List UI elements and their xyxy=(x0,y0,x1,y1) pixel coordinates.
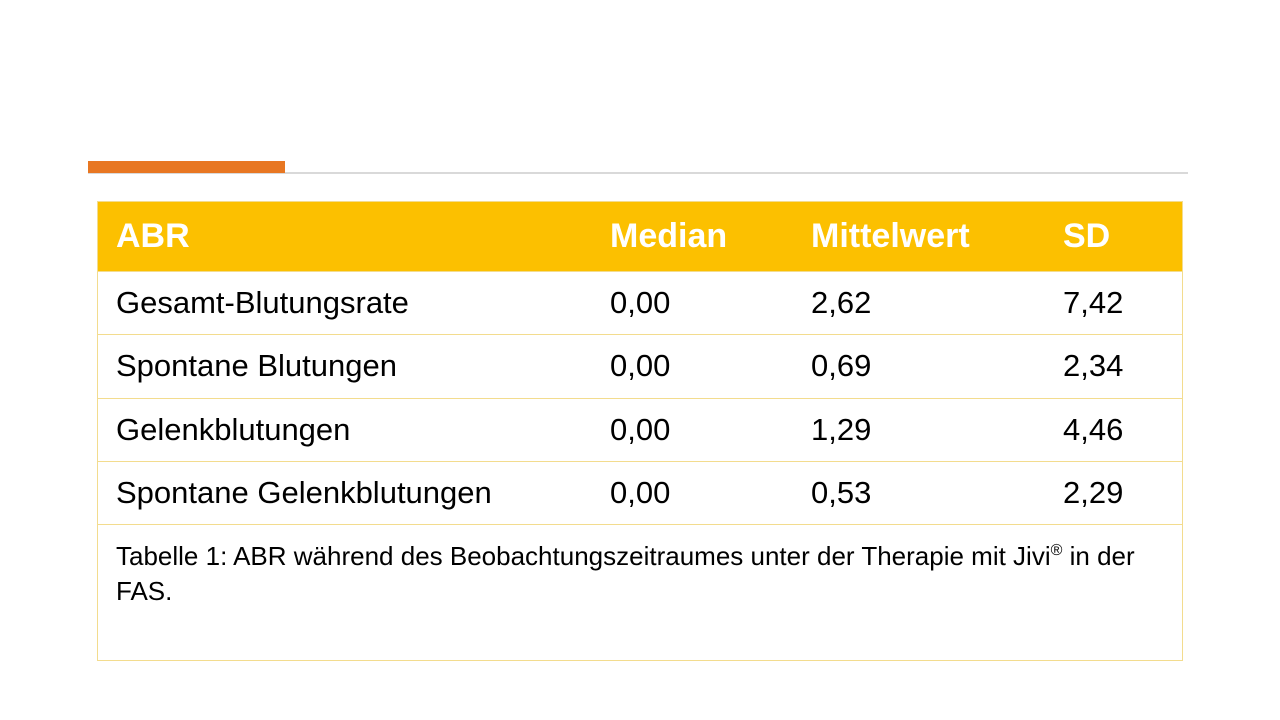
mittelwert-value: 1,29 xyxy=(811,412,872,447)
row-label: Gelenkblutungen xyxy=(116,412,351,447)
sd-value: 2,29 xyxy=(1063,475,1124,510)
mittelwert-value: 0,53 xyxy=(811,475,872,510)
median-value: 0,00 xyxy=(610,348,671,383)
sd-value: 4,46 xyxy=(1063,412,1124,447)
header-abr: ABR xyxy=(116,217,190,255)
mittelwert-value: 0,69 xyxy=(811,348,872,383)
sd-value: 7,42 xyxy=(1063,285,1124,320)
registered-mark: ® xyxy=(1050,542,1063,559)
table-row: Spontane Gelenkblutungen 0,00 0,53 2,29 xyxy=(98,461,1182,524)
title-accent-bar xyxy=(88,161,285,173)
median-value: 0,00 xyxy=(610,475,671,510)
header-mittelwert: Mittelwert xyxy=(811,217,970,255)
abr-table: ABR Median Mittelwert SD Gesamt-Blutungs… xyxy=(97,201,1183,661)
sd-value: 2,34 xyxy=(1063,348,1124,383)
table-header-row: ABR Median Mittelwert SD xyxy=(98,202,1182,271)
table-caption-row: Tabelle 1: ABR während des Beobachtungsz… xyxy=(98,524,1182,660)
table-caption: Tabelle 1: ABR während des Beobachtungsz… xyxy=(116,539,1166,609)
median-value: 0,00 xyxy=(610,285,671,320)
median-value: 0,00 xyxy=(610,412,671,447)
header-median: Median xyxy=(610,217,728,255)
table-row: Spontane Blutungen 0,00 0,69 2,34 xyxy=(98,334,1182,397)
title-divider-line xyxy=(88,172,1188,174)
caption-text-end: in der FAS. xyxy=(116,541,1135,606)
row-label: Spontane Gelenkblutungen xyxy=(116,475,492,510)
row-label: Spontane Blutungen xyxy=(116,348,397,383)
table-row: Gesamt-Blutungsrate 0,00 2,62 7,42 xyxy=(98,271,1182,334)
table-row: Gelenkblutungen 0,00 1,29 4,46 xyxy=(98,398,1182,461)
header-sd: SD xyxy=(1063,217,1111,255)
mittelwert-value: 2,62 xyxy=(811,285,872,320)
row-label: Gesamt-Blutungsrate xyxy=(116,285,409,320)
caption-text: Tabelle 1: ABR während des Beobachtungsz… xyxy=(116,541,1051,571)
